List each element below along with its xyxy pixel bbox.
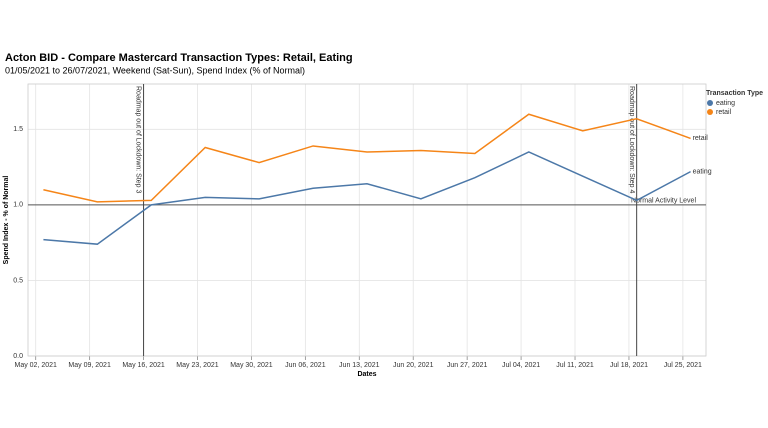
series-end-label: retail xyxy=(693,135,709,142)
x-tick-label: Jul 18, 2021 xyxy=(610,362,648,369)
x-tick-label: May 16, 2021 xyxy=(122,362,165,369)
series-end-label: eating xyxy=(693,168,712,175)
x-tick-label: Jul 25, 2021 xyxy=(664,362,702,369)
x-tick-label: May 30, 2021 xyxy=(230,362,273,369)
y-tick-label: 1.0 xyxy=(13,202,23,209)
y-axis-title: Spend Index - % of Normal xyxy=(3,176,10,265)
x-tick-label: May 09, 2021 xyxy=(68,362,111,369)
x-tick-label: Jun 20, 2021 xyxy=(393,362,434,369)
x-tick-label: May 23, 2021 xyxy=(176,362,219,369)
chart-subtitle: 01/05/2021 to 26/07/2021, Weekend (Sat-S… xyxy=(5,65,305,75)
x-tick-label: Jul 04, 2021 xyxy=(502,362,540,369)
chart-title: Acton BID - Compare Mastercard Transacti… xyxy=(5,52,353,64)
legend-title: Transaction Type xyxy=(706,90,763,97)
x-tick-label: Jun 06, 2021 xyxy=(285,362,326,369)
x-axis-title: Dates xyxy=(357,371,376,378)
y-tick-label: 1.5 xyxy=(13,126,23,133)
legend-label: eating xyxy=(716,100,735,107)
reference-label: Normal Activity Level xyxy=(631,198,696,205)
plot-frame xyxy=(27,83,707,357)
legend-swatch xyxy=(707,100,713,106)
y-tick-label: 0.5 xyxy=(13,277,23,284)
series-line xyxy=(43,113,691,203)
event-label: Roadmap out of Lockdown: Step 4 xyxy=(628,86,635,194)
series-line xyxy=(43,151,691,245)
legend-label: retail xyxy=(716,109,732,116)
legend-swatch xyxy=(707,109,713,115)
event-label: Roadmap out of Lockdown: Step 3 xyxy=(135,86,142,194)
x-tick-label: Jul 11, 2021 xyxy=(556,362,594,369)
y-tick-label: 0.0 xyxy=(13,353,23,360)
x-tick-label: May 02, 2021 xyxy=(14,362,57,369)
x-tick-label: Jun 13, 2021 xyxy=(339,362,380,369)
x-tick-label: Jun 27, 2021 xyxy=(447,362,488,369)
